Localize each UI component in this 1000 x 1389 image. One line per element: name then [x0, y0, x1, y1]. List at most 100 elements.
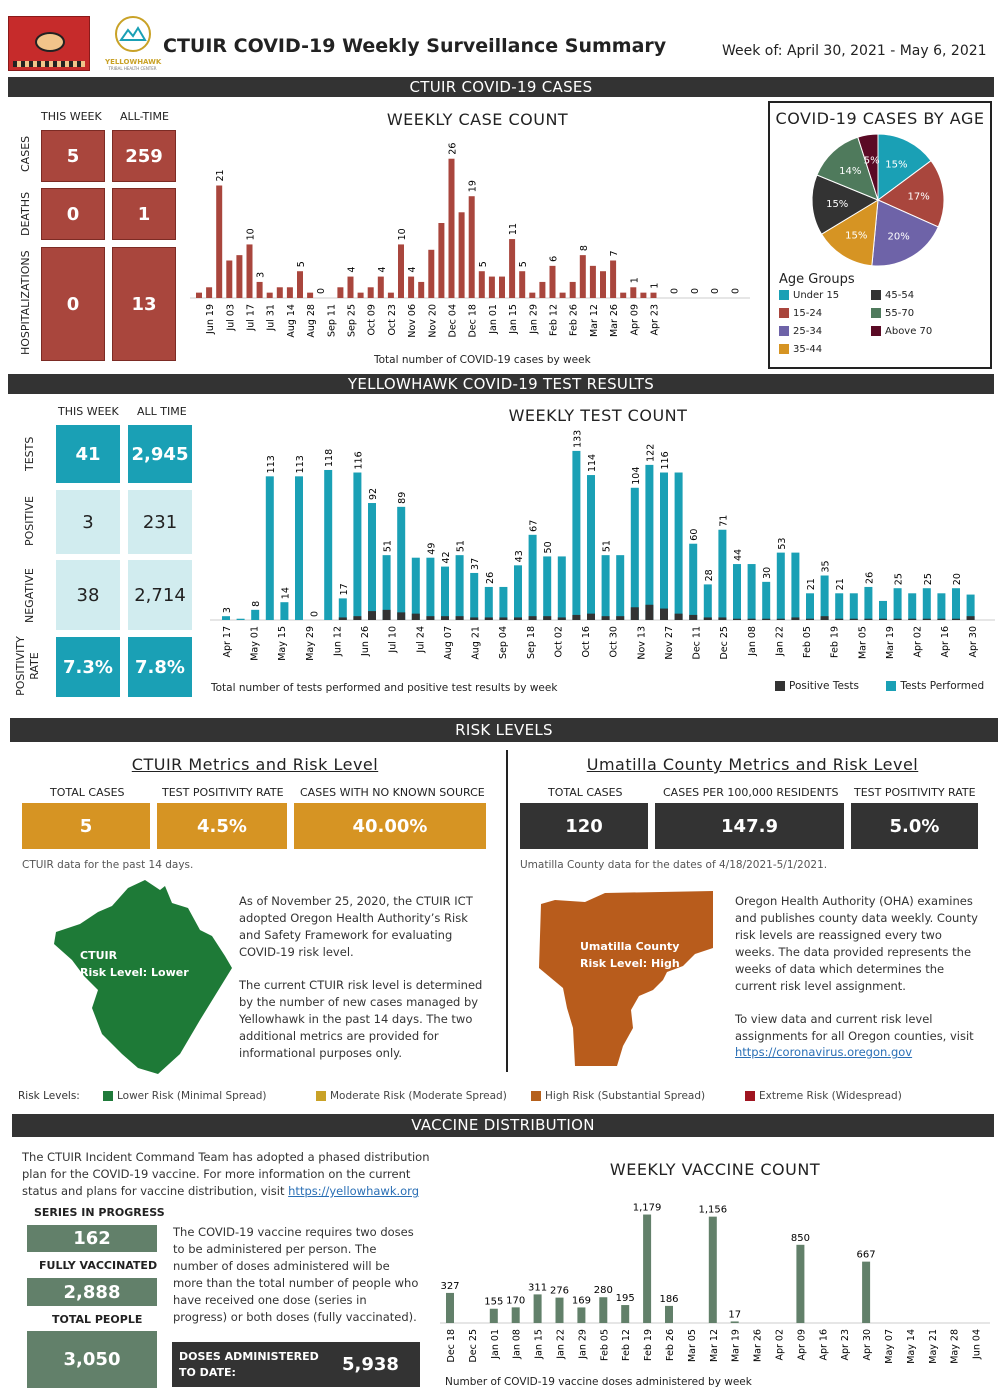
umatilla-map: Umatilla County Risk Level: High [539, 891, 713, 1066]
case-bar [468, 196, 475, 298]
age-legend-item: 15-24 [779, 308, 822, 319]
ctuir-no-source: 40.00% [294, 803, 486, 849]
test-tick-label: May 01 [250, 626, 261, 661]
test-tick-label: Nov 13 [636, 626, 647, 660]
positive-bar [338, 617, 347, 620]
test-bar-label: 53 [777, 538, 788, 550]
test-bar-label: 116 [353, 451, 364, 469]
cases-col-all-time: ALL-TIME [120, 110, 169, 123]
case-bar [357, 292, 364, 298]
case-bar [226, 260, 233, 298]
vaccine-tick-label: Jan 08 [512, 1329, 523, 1360]
oregon-link[interactable]: https://coronavirus.oregon.gov [735, 1045, 913, 1059]
pie-slice [871, 199, 939, 267]
test-bar [762, 581, 771, 620]
case-bar-label: 1 [629, 277, 640, 283]
test-bar-label: 116 [660, 451, 671, 469]
case-bar-label: 5 [478, 261, 489, 267]
test-bar [630, 487, 639, 620]
vaccine-tick-label: May 07 [884, 1329, 895, 1364]
positive-bar [747, 618, 756, 620]
case-bar [630, 287, 637, 298]
age-legend-swatch [779, 326, 789, 336]
vaccine-tick-label: Apr 30 [862, 1329, 873, 1361]
tests-col-all-time: ALL TIME [137, 405, 187, 418]
age-panel [768, 101, 992, 369]
moderate-swatch [316, 1091, 326, 1101]
vaccine-tick-label: Feb 26 [665, 1329, 676, 1361]
yellowhawk-logo-text: YELLOWHAWK [105, 58, 162, 66]
tests-row-label: TESTS [23, 436, 36, 471]
age-legend-label: 25-34 [793, 326, 823, 337]
case-tick-label: Feb 12 [549, 304, 560, 336]
ctuir-flag-logo [8, 16, 90, 71]
pie-slice-label: 20% [888, 231, 910, 242]
test-bar-label: 51 [383, 540, 394, 552]
test-bar-label: 26 [864, 572, 875, 584]
vaccine-bar [533, 1294, 542, 1323]
county-note: Umatilla County data for the dates of 4/… [520, 859, 828, 871]
positivity-all-time: 7.8% [128, 637, 192, 697]
vaccine-bar [511, 1307, 520, 1323]
test-tick-label: Nov 27 [664, 626, 675, 660]
tests-this-week: 41 [56, 425, 120, 483]
test-bar [280, 602, 289, 620]
positive-bar [703, 617, 712, 620]
test-bar [616, 555, 625, 620]
vaccine-bar-label: 667 [857, 1250, 876, 1261]
performed-swatch [886, 681, 897, 691]
doses-label-1: DOSES ADMINISTERED [179, 1350, 319, 1363]
cases-section-heading: CTUIR COVID-19 CASES [8, 77, 994, 97]
positive-bar [718, 617, 727, 620]
vaccine-bar-label: 1,179 [633, 1203, 662, 1214]
test-bar-label: 104 [631, 467, 642, 485]
test-bar [645, 464, 654, 620]
positive-bar [966, 616, 975, 620]
test-tick-label: Feb 19 [830, 626, 841, 658]
pie-slice-label: 5% [864, 156, 880, 167]
test-bar-label: 133 [572, 430, 583, 448]
positive-bar [908, 618, 917, 620]
case-bar [387, 292, 394, 298]
tests-col-this-week: THIS WEEK [58, 405, 119, 418]
test-tick-label: Jun 26 [360, 626, 371, 657]
series-label: SERIES IN PROGRESS [34, 1206, 165, 1219]
vaccine-bar-label: 17 [728, 1309, 741, 1320]
test-bar [484, 586, 493, 620]
vaccine-tick-label: Apr 23 [840, 1329, 851, 1361]
case-tick-label: Jul 03 [225, 304, 236, 332]
case-tick-label: Sep 25 [347, 304, 358, 337]
case-bar [236, 255, 243, 298]
case-bar-label: 10 [397, 228, 408, 240]
vaccine-bar [446, 1292, 454, 1323]
test-bar-label: 14 [280, 587, 291, 599]
positive-bar [806, 618, 814, 620]
yellowhawk-link[interactable]: https://yellowhawk.org [288, 1184, 419, 1198]
ctuir-total-cases: 5 [22, 803, 150, 849]
test-tick-label: Sep 18 [526, 626, 537, 659]
county-metric-3-label: TEST POSITIVITY RATE [854, 786, 976, 799]
age-legend-label: Above 70 [885, 326, 933, 337]
case-bar [650, 292, 657, 298]
pie-slice [811, 174, 880, 235]
case-bar-label: 0 [316, 288, 327, 294]
positivity-this-week: 7.3% [56, 637, 120, 697]
fully-value: 2,888 [27, 1278, 157, 1306]
hosp-all-time: 13 [112, 247, 176, 361]
case-bar [589, 265, 596, 298]
test-bar [441, 566, 449, 620]
positive-bar [762, 618, 771, 620]
case-tick-label: Oct 23 [387, 304, 398, 336]
case-bar [549, 265, 556, 298]
age-legend-item: 45-54 [871, 290, 914, 301]
positive-bar [499, 617, 508, 620]
case-bar-label: 10 [246, 228, 257, 240]
test-bar-label: 0 [310, 611, 321, 617]
week-range: Week of: April 30, 2021 - May 6, 2021 [722, 43, 987, 59]
vaccine-tick-label: Jan 22 [556, 1329, 567, 1360]
negative-all-time: 2,714 [128, 560, 192, 630]
test-bar-label: 20 [952, 573, 963, 585]
age-legend-item: 55-70 [871, 308, 914, 319]
negative-this-week: 38 [56, 560, 120, 630]
deaths-this-week: 0 [41, 188, 105, 240]
